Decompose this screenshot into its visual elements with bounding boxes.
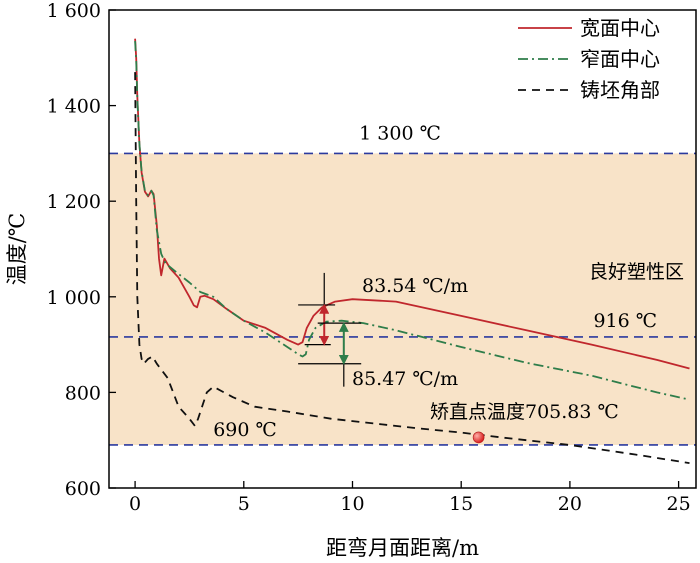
x-tick-label: 25 xyxy=(667,493,691,515)
y-axis-title: 温度/℃ xyxy=(5,213,29,286)
annotation-label: 83.54 ℃/m xyxy=(362,275,468,297)
series-lines xyxy=(134,38,690,464)
series-line xyxy=(134,38,690,370)
series-line xyxy=(134,41,690,401)
y-tick-label: 1 400 xyxy=(47,96,101,118)
x-tick-label: 5 xyxy=(238,493,250,515)
legend-label: 窄面中心 xyxy=(580,47,660,71)
reference-lines: 1 300 ℃ 916 ℃ 690 ℃ xyxy=(109,122,696,446)
x-tick-label: 20 xyxy=(558,493,582,515)
good-plasticity-band xyxy=(109,153,696,445)
straightening-point-marker xyxy=(472,431,485,444)
x-axis-title: 距弯月面距离/m xyxy=(326,536,479,560)
annotations: 83.54 ℃/m 85.47 ℃/m 矫直点温度705.83 ℃ xyxy=(298,272,619,444)
y-tick-label: 1 200 xyxy=(47,191,101,213)
x-tick-label: 15 xyxy=(449,493,473,515)
annotation-label: 85.47 ℃/m xyxy=(352,368,458,390)
axis-ticks: 0 5 10 15 20 25 600 800 1 000 1 200 1 400 1 600 xyxy=(47,0,691,515)
plot-frame xyxy=(108,9,697,489)
legend-label: 铸坯角部 xyxy=(580,78,660,102)
y-tick-label: 600 xyxy=(65,478,101,500)
annotation-label: 矫直点温度705.83 ℃ xyxy=(430,401,619,423)
reference-line-label: 690 ℃ xyxy=(213,419,277,441)
x-tick-label: 10 xyxy=(340,493,364,515)
reference-line-label: 1 300 ℃ xyxy=(359,122,441,144)
y-tick-label: 1 600 xyxy=(47,0,101,22)
y-tick-label: 1 000 xyxy=(47,287,101,309)
y-tick-label: 800 xyxy=(65,382,101,404)
reference-line-label: 916 ℃ xyxy=(593,310,657,332)
region-label: 良好塑性区 xyxy=(589,261,684,283)
legend-label: 宽面中心 xyxy=(580,16,660,40)
x-tick-label: 0 xyxy=(129,493,141,515)
series-line xyxy=(134,72,690,464)
